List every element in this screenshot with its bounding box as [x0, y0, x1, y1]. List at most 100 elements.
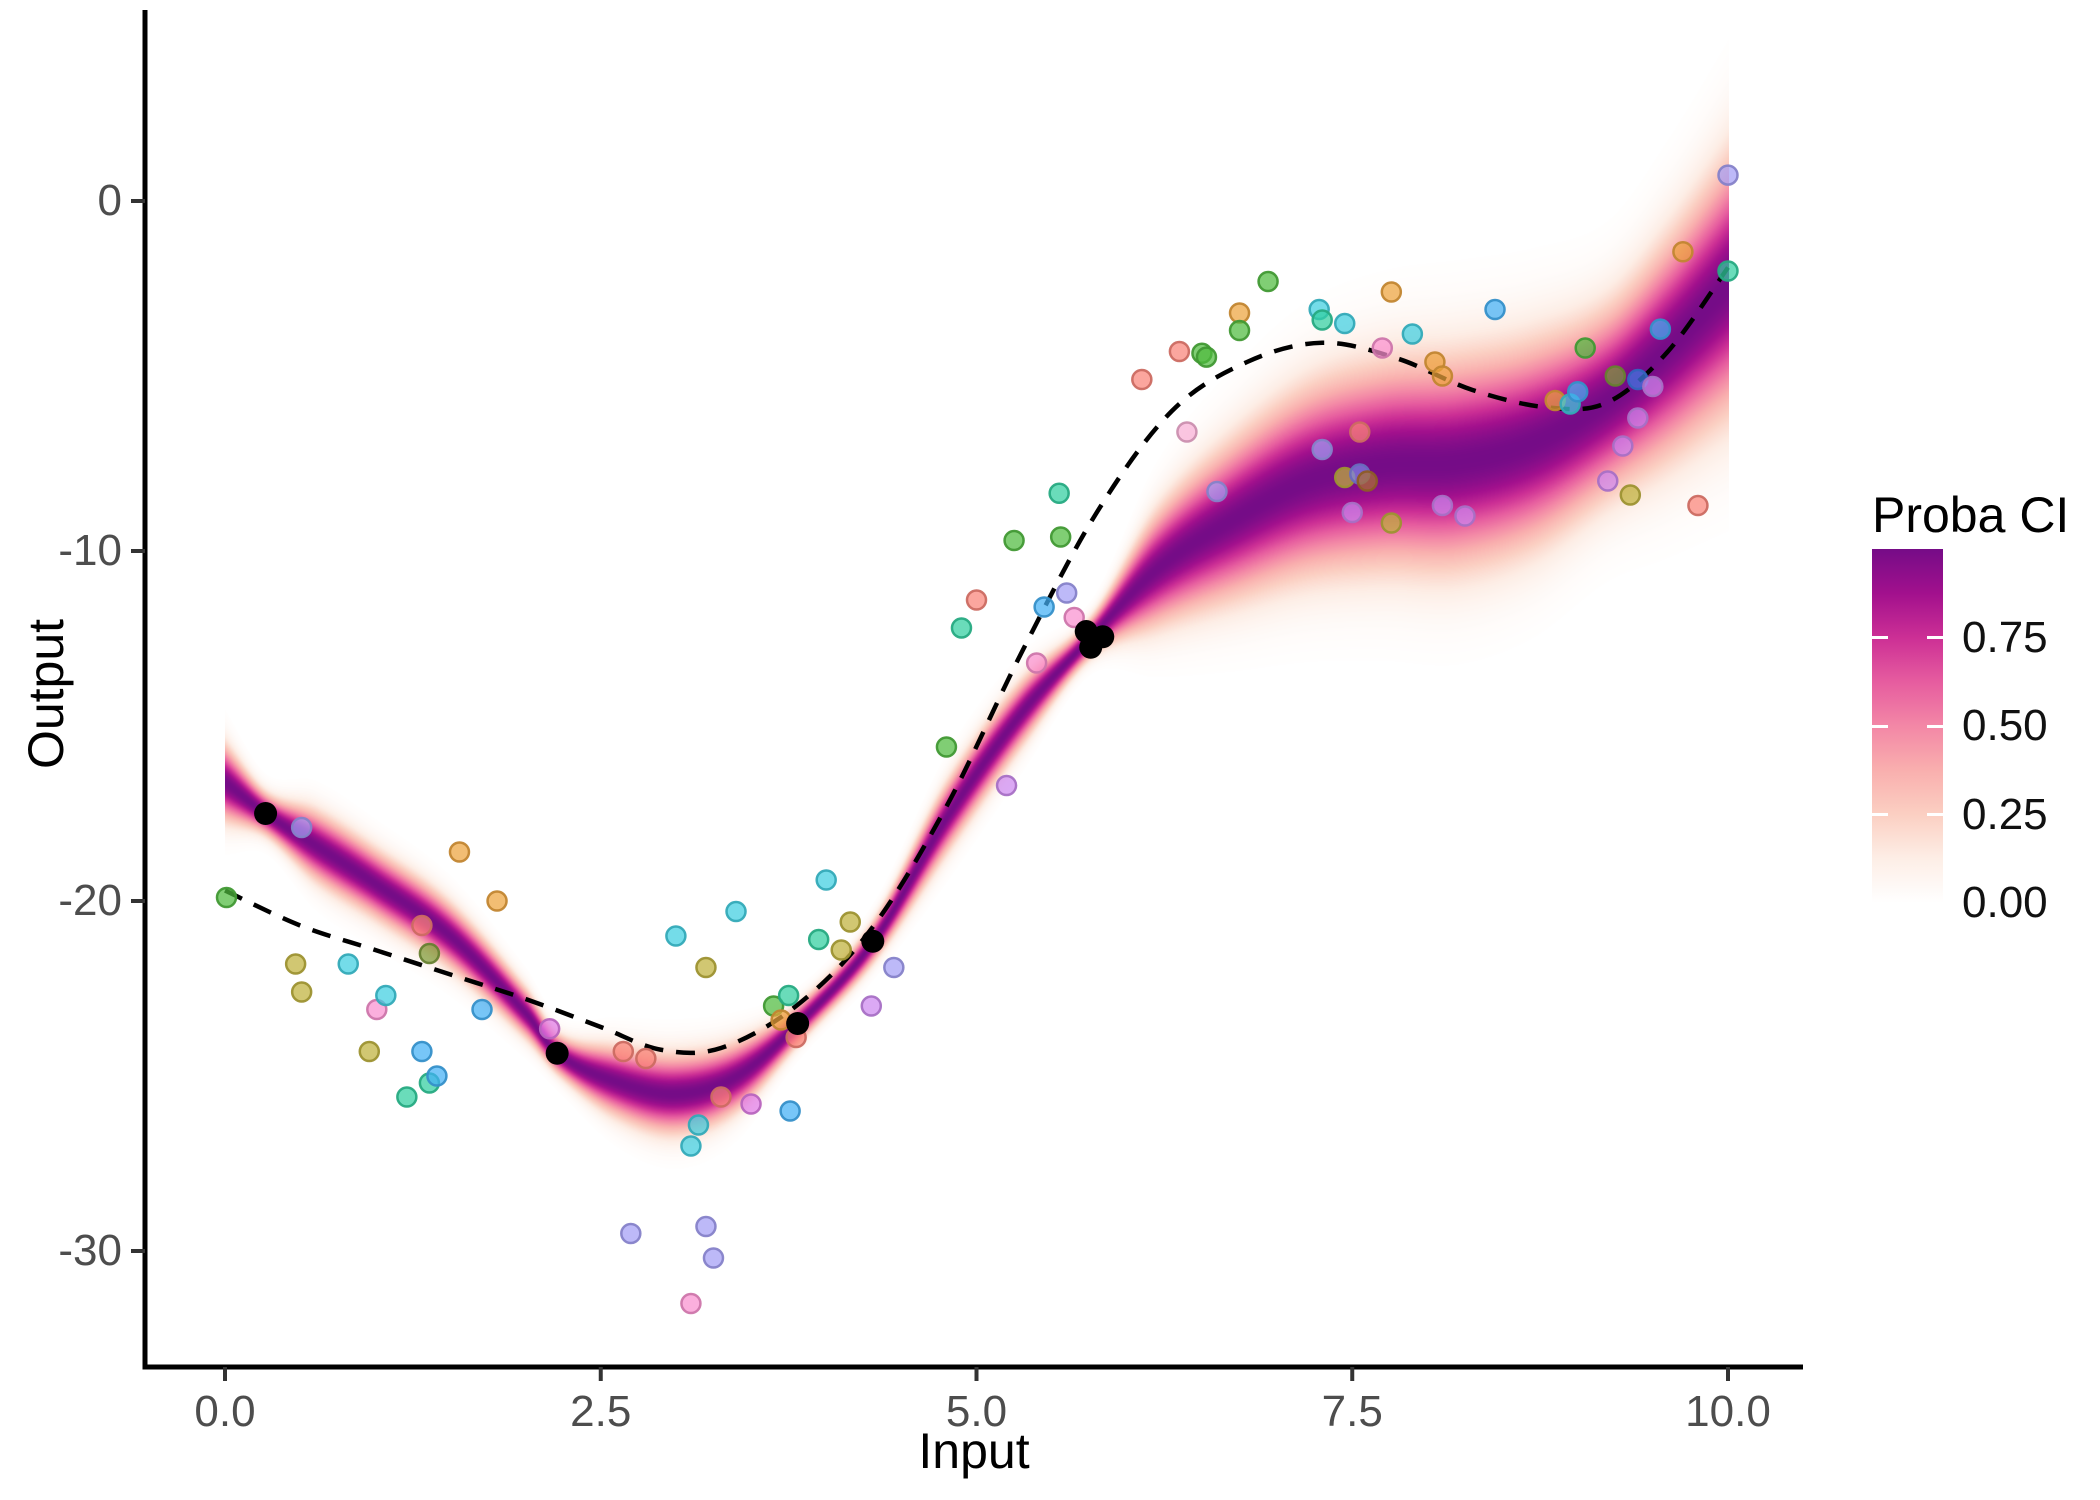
data-point [1672, 241, 1694, 263]
data-point [1627, 407, 1649, 429]
legend-tick-label: 0.25 [1962, 789, 2048, 839]
data-point [1206, 480, 1228, 503]
legend-colorbar-tick [1872, 813, 1888, 816]
data-point [1131, 368, 1153, 391]
data-point [1401, 323, 1424, 345]
y-tick-label: -30 [58, 1226, 122, 1275]
data-point [860, 995, 883, 1017]
data-point [448, 841, 471, 863]
x-axis-title: Input [918, 1423, 1030, 1479]
data-point [1349, 421, 1371, 443]
data-point [1195, 346, 1218, 368]
legend-colorbar-tick [1872, 636, 1888, 639]
y-tick-label: -10 [58, 526, 122, 575]
data-point [1431, 365, 1454, 387]
data-point [1597, 470, 1619, 492]
data-point [411, 914, 433, 937]
data-point [725, 900, 747, 923]
data-point [1049, 526, 1072, 548]
data-point [538, 1018, 561, 1040]
data-point [1642, 375, 1664, 398]
data-point [710, 1086, 732, 1108]
data-point [486, 890, 508, 912]
data-point [1033, 596, 1055, 618]
observation-point [545, 1041, 569, 1065]
data-point [839, 911, 861, 933]
data-point [1371, 337, 1394, 359]
data-point [935, 736, 958, 758]
data-point [702, 1247, 725, 1269]
probability-density-ribbon [225, 12, 1729, 1368]
data-point [1228, 302, 1251, 324]
data-point [950, 617, 973, 639]
data-point [635, 1047, 657, 1070]
data-point [1619, 484, 1642, 506]
observation-point [786, 1012, 810, 1035]
data-point [695, 956, 717, 979]
x-tick-label: 5.0 [945, 1387, 1008, 1436]
data-point [290, 981, 313, 1003]
legend-colorbar-tick [1927, 813, 1943, 816]
data-point [337, 953, 359, 975]
data-point [375, 984, 397, 1007]
y-axis-title: Output [18, 618, 74, 770]
data-point [815, 869, 837, 891]
data-point [1649, 318, 1672, 340]
data-point [1003, 529, 1025, 552]
legend-colorbar-tick [1927, 636, 1943, 639]
data-point [1380, 512, 1403, 534]
data-point [680, 1135, 702, 1157]
legend-tick-label: 0.50 [1962, 701, 2048, 750]
data-point [995, 774, 1018, 797]
data-point [471, 998, 493, 1021]
data-point [426, 1065, 448, 1087]
data-point [1048, 482, 1070, 504]
data-point [777, 984, 800, 1007]
y-tick-label: 0 [97, 176, 122, 225]
data-point [284, 953, 307, 975]
data-point [1604, 365, 1627, 387]
data-point [612, 1040, 635, 1063]
data-point [740, 1093, 762, 1115]
observation-point [861, 929, 885, 953]
data-point [215, 886, 238, 909]
x-tick-label: 0.0 [194, 1387, 256, 1436]
data-point [1228, 319, 1251, 342]
data-point [1454, 505, 1476, 527]
x-tick-label: 2.5 [570, 1387, 632, 1436]
data-point [1717, 260, 1739, 282]
true-function-dashed-line [224, 266, 1730, 1056]
legend-tick-label: 0.75 [1962, 612, 2048, 662]
x-tick-label: 7.5 [1321, 1387, 1383, 1436]
legend-tick-label: 0.00 [1962, 878, 2048, 927]
data-point [1311, 438, 1333, 461]
data-point [396, 1086, 418, 1108]
data-point [779, 1100, 801, 1122]
data-point [1574, 337, 1596, 359]
data-point [665, 925, 687, 947]
data-point [695, 1215, 717, 1238]
data-point [1333, 312, 1356, 335]
observation-point [254, 802, 278, 825]
legend-colorbar-tick [1927, 724, 1943, 728]
data-point [1484, 298, 1506, 321]
legend-colorbar [1872, 549, 1943, 903]
data-point [1356, 470, 1379, 492]
data-point [807, 928, 830, 951]
data-point [1380, 281, 1403, 303]
legend-title: Proba CI [1872, 487, 2070, 543]
data-point [290, 816, 313, 839]
data-point [1063, 606, 1085, 629]
data-point [411, 1040, 433, 1063]
data-point [418, 942, 441, 965]
data-point [1687, 494, 1709, 517]
data-point [680, 1292, 702, 1315]
data-point [1311, 309, 1333, 331]
observation-point [1091, 625, 1115, 649]
data-point [687, 1114, 710, 1136]
data-point [1168, 340, 1191, 363]
legend-colorbar-tick [1872, 724, 1888, 728]
data-point [1612, 435, 1634, 457]
